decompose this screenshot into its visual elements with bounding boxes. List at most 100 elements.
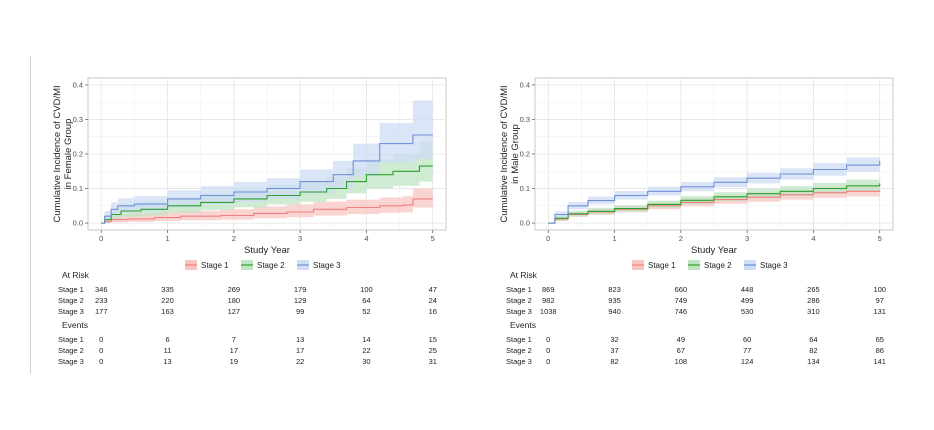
events-value: 64 [809,335,817,344]
y-tick-label: 0.1 [73,184,83,193]
x-tick-label: 3 [298,234,302,243]
at-risk-value: 47 [429,285,437,294]
x-tick-label: 5 [878,234,882,243]
ci-band-stage-3 [548,152,880,224]
legend-label: Stage 2 [257,261,285,270]
x-axis-title: Study Year [244,245,290,256]
events-value: 86 [876,346,884,355]
events-value: 22 [296,357,304,366]
chart-panel-1: 0.0 0.1 0.2 0.3 0.4 0 1 2 3 4 5 Study Year Cumulativ… [52,77,447,366]
y-tick-label: 0.4 [520,81,530,90]
events-value: 6 [165,335,169,344]
events-value: 30 [362,357,370,366]
events-value: 108 [675,357,688,366]
at-risk-value: 64 [362,296,370,305]
x-tick-label: 0 [546,234,550,243]
x-tick-label: 3 [745,234,749,243]
at-risk-value: 660 [675,285,688,294]
events-heading: Events [510,320,536,330]
at-risk-value: 129 [294,296,307,305]
y-tick-label: 0.2 [520,150,530,159]
x-tick-label: 2 [679,234,683,243]
events-value: 14 [362,335,370,344]
events-row-label: Stage 1 [506,335,532,344]
at-risk-value: 499 [741,296,754,305]
x-tick-label: 5 [431,234,435,243]
series-line-stage-2 [101,165,433,224]
chart-panel-2: 0.0 0.1 0.2 0.3 0.4 0 1 2 3 4 5 Study Year Cumulativ… [499,77,894,366]
events-value: 13 [163,357,171,366]
events-value: 0 [546,346,550,355]
at-risk-row-label: Stage 2 [58,296,84,305]
at-risk-value: 265 [807,285,820,294]
at-risk-value: 448 [741,285,754,294]
y-tick-label: 0.2 [73,150,83,159]
at-risk-value: 52 [362,307,370,316]
x-tick-label: 4 [811,234,815,243]
events-value: 19 [230,357,238,366]
legend: Stage 1 Stage 2 Stage 3 [185,260,341,270]
events-row-label: Stage 3 [506,357,532,366]
events-heading: Events [62,320,88,330]
at-risk-value: 180 [228,296,241,305]
legend: Stage 1 Stage 2 Stage 3 [632,260,788,270]
at-risk-value: 935 [608,296,621,305]
events-value: 49 [677,335,685,344]
events-value: 134 [807,357,820,366]
x-tick-label: 2 [232,234,236,243]
at-risk-value: 530 [741,307,754,316]
at-risk-value: 286 [807,296,820,305]
events-value: 31 [429,357,437,366]
events-value: 0 [546,335,550,344]
gridlines [88,78,446,230]
events-value: 77 [743,346,751,355]
events-value: 0 [99,346,103,355]
events-row-label: Stage 1 [58,335,84,344]
ci-band-stage-1 [101,188,433,224]
y-tick-label: 0.3 [73,115,83,124]
risk-table: At Risk Stage 1 869 823 660 448 265 100 Stage 2 9… [506,270,886,366]
events-value: 0 [99,357,103,366]
series-line-stage-3 [101,134,433,224]
series-line-stage-3 [548,160,881,224]
at-risk-value: 746 [675,307,688,316]
at-risk-value: 940 [608,307,621,316]
legend-label: Stage 3 [760,261,788,270]
events-value: 60 [743,335,751,344]
events-value: 124 [741,357,754,366]
at-risk-row-label: Stage 3 [58,307,84,316]
at-risk-value: 233 [95,296,108,305]
at-risk-heading: At Risk [510,270,538,280]
events-value: 67 [677,346,685,355]
at-risk-value: 220 [161,296,174,305]
at-risk-value: 869 [542,285,555,294]
events-row-label: Stage 3 [58,357,84,366]
y-tick-label: 0.1 [520,184,530,193]
events-value: 17 [230,346,238,355]
legend-label: Stage 3 [313,261,341,270]
legend-label: Stage 1 [648,261,676,270]
at-risk-value: 1038 [540,307,557,316]
at-risk-value: 269 [228,285,241,294]
at-risk-value: 310 [807,307,820,316]
at-risk-value: 131 [873,307,886,316]
events-value: 32 [610,335,618,344]
y-axis-title-line-1: Cumulative Incidence of CVD/MI [499,85,510,222]
at-risk-value: 823 [608,285,621,294]
events-value: 25 [429,346,437,355]
events-value: 65 [876,335,884,344]
events-value: 82 [809,346,817,355]
y-axis-title-line-2: in Female Group [63,119,74,190]
at-risk-value: 100 [873,285,886,294]
events-value: 22 [362,346,370,355]
events-value: 82 [610,357,618,366]
events-row-label: Stage 2 [506,346,532,355]
at-risk-row-label: Stage 1 [58,285,84,294]
x-tick-label: 1 [612,234,616,243]
events-row-label: Stage 2 [58,346,84,355]
events-value: 17 [296,346,304,355]
at-risk-value: 177 [95,307,108,316]
legend-label: Stage 1 [201,261,229,270]
at-risk-value: 749 [675,296,688,305]
